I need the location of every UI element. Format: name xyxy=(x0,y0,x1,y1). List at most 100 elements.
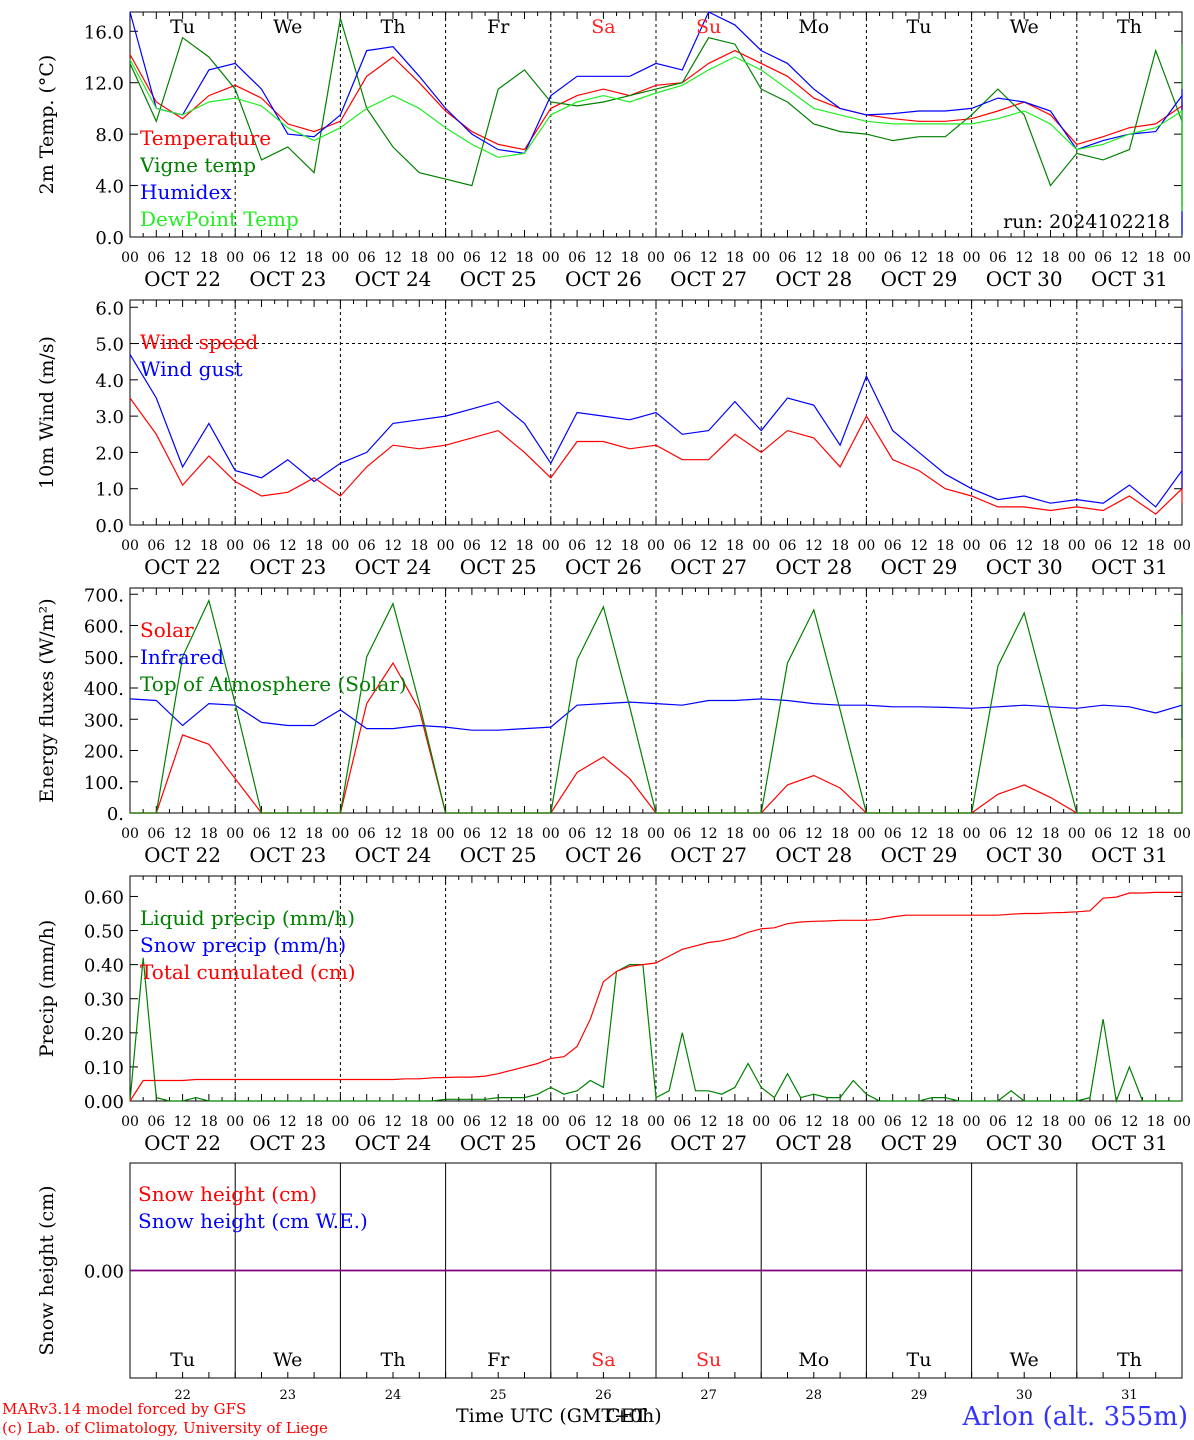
hour-tick-label: 00 xyxy=(1068,538,1086,554)
y-tick-label: 2.0 xyxy=(95,443,124,464)
hour-tick-label: 06 xyxy=(568,1114,586,1130)
hour-tick-label: 00 xyxy=(1068,826,1086,842)
hour-tick-label: 18 xyxy=(1042,826,1060,842)
hour-tick-label: 06 xyxy=(779,538,797,554)
legend-entry: Total cumulated (cm) xyxy=(140,960,356,984)
y-axis-label: 2m Temp. (°C) xyxy=(36,55,58,195)
hour-tick-label: 18 xyxy=(305,1114,323,1130)
hour-tick-label: 18 xyxy=(621,1114,639,1130)
hour-tick-label: 06 xyxy=(147,1114,165,1130)
date-label: OCT 23 xyxy=(249,555,326,579)
hour-tick-label: 00 xyxy=(542,250,560,266)
y-axis-label: Energy fluxes (W/m²) xyxy=(36,598,58,802)
date-label: OCT 27 xyxy=(670,843,747,867)
hour-tick-label: 18 xyxy=(621,250,639,266)
legend-entry: Top of Atmosphere (Solar) xyxy=(140,672,407,696)
hour-tick-label: 06 xyxy=(147,538,165,554)
hour-tick-label: 06 xyxy=(463,538,481,554)
hour-tick-label: 18 xyxy=(1147,538,1165,554)
hour-tick-label: 12 xyxy=(384,1114,402,1130)
hour-tick-label: 18 xyxy=(200,250,218,266)
hour-tick-label: 00 xyxy=(963,250,981,266)
y-tick-label: 6.0 xyxy=(95,298,124,319)
y-tick-label: 500. xyxy=(84,648,124,669)
hour-tick-label: 12 xyxy=(910,1114,928,1130)
hour-tick-label: 00 xyxy=(226,1114,244,1130)
y-tick-label: 600. xyxy=(84,617,124,638)
hour-tick-label: 00 xyxy=(542,1114,560,1130)
hour-tick-label: 00 xyxy=(752,538,770,554)
hour-tick-label: 00 xyxy=(857,538,875,554)
hour-tick-label: 12 xyxy=(1015,1114,1033,1130)
hour-tick-label: 00 xyxy=(121,826,139,842)
y-tick-label: 0.10 xyxy=(84,1058,124,1079)
hour-tick-label: 06 xyxy=(463,250,481,266)
hour-tick-label: 06 xyxy=(568,538,586,554)
hour-tick-label: 12 xyxy=(384,538,402,554)
date-label: OCT 31 xyxy=(1091,267,1168,291)
weekday-label: Mo xyxy=(798,16,829,38)
hour-tick-label: 18 xyxy=(1042,1114,1060,1130)
hour-tick-label: 00 xyxy=(437,250,455,266)
legend-entry: Humidex xyxy=(140,180,232,204)
hour-tick-label: 00 xyxy=(437,538,455,554)
hour-tick-label: 00 xyxy=(752,250,770,266)
hour-tick-label: 06 xyxy=(779,250,797,266)
date-label: OCT 26 xyxy=(565,843,642,867)
hour-tick-label: 06 xyxy=(568,826,586,842)
hour-tick-label: 18 xyxy=(726,538,744,554)
hour-tick-label: 06 xyxy=(989,538,1007,554)
hour-tick-label: 18 xyxy=(726,1114,744,1130)
hour-tick-label: 12 xyxy=(910,250,928,266)
hour-tick-label: 06 xyxy=(1094,250,1112,266)
weekday-label: Fr xyxy=(487,16,510,38)
hour-tick-label: 18 xyxy=(410,1114,428,1130)
hour-tick-label: 06 xyxy=(358,538,376,554)
legend-entry: DewPoint Temp xyxy=(140,207,299,231)
day-number-label: 31 xyxy=(1121,1388,1138,1403)
date-label: OCT 27 xyxy=(670,1131,747,1155)
hour-tick-label: 06 xyxy=(884,538,902,554)
hour-tick-label: 00 xyxy=(963,538,981,554)
legend-entry: Wind speed xyxy=(140,330,258,354)
hour-tick-label: 18 xyxy=(410,538,428,554)
weekday-label: Tu xyxy=(170,16,195,38)
hour-tick-label: 18 xyxy=(516,250,534,266)
x-axis-title-overlap: CET xyxy=(606,1405,648,1427)
y-tick-label: 0.0 xyxy=(95,516,124,537)
date-label: OCT 30 xyxy=(986,1131,1063,1155)
date-label: OCT 27 xyxy=(670,267,747,291)
hour-tick-label: 00 xyxy=(963,1114,981,1130)
y-tick-label: 0.60 xyxy=(84,887,124,908)
hour-tick-label: 12 xyxy=(910,538,928,554)
hour-tick-label: 12 xyxy=(279,826,297,842)
date-label: OCT 24 xyxy=(355,1131,432,1155)
location-label: Arlon (alt. 355m) xyxy=(962,1402,1188,1432)
hour-tick-label: 06 xyxy=(253,826,271,842)
hour-tick-label: 00 xyxy=(121,538,139,554)
hour-tick-label: 06 xyxy=(989,826,1007,842)
hour-tick-label: 12 xyxy=(805,826,823,842)
hour-tick-label: 12 xyxy=(594,538,612,554)
legend-entry: Snow height (cm W.E.) xyxy=(138,1209,368,1233)
hour-tick-label: 12 xyxy=(489,538,507,554)
panel-frame-energy xyxy=(129,587,1183,814)
hour-tick-label: 00 xyxy=(647,826,665,842)
hour-tick-label: 06 xyxy=(358,1114,376,1130)
legend-entry: Liquid precip (mm/h) xyxy=(140,906,355,930)
legend-entry: Wind gust xyxy=(140,357,243,381)
hour-tick-label: 00 xyxy=(857,826,875,842)
hour-tick-label: 18 xyxy=(936,826,954,842)
legend-entry: Solar xyxy=(140,618,194,642)
date-label: OCT 23 xyxy=(249,267,326,291)
hour-tick-label: 12 xyxy=(910,826,928,842)
hour-tick-label: 18 xyxy=(831,826,849,842)
y-tick-label: 0.0 xyxy=(95,228,124,249)
hour-tick-label: 00 xyxy=(1173,538,1191,554)
hour-tick-label: 18 xyxy=(936,538,954,554)
hour-tick-label: 12 xyxy=(279,1114,297,1130)
hour-tick-label: 00 xyxy=(226,250,244,266)
hour-tick-label: 06 xyxy=(884,1114,902,1130)
hour-tick-label: 00 xyxy=(647,538,665,554)
